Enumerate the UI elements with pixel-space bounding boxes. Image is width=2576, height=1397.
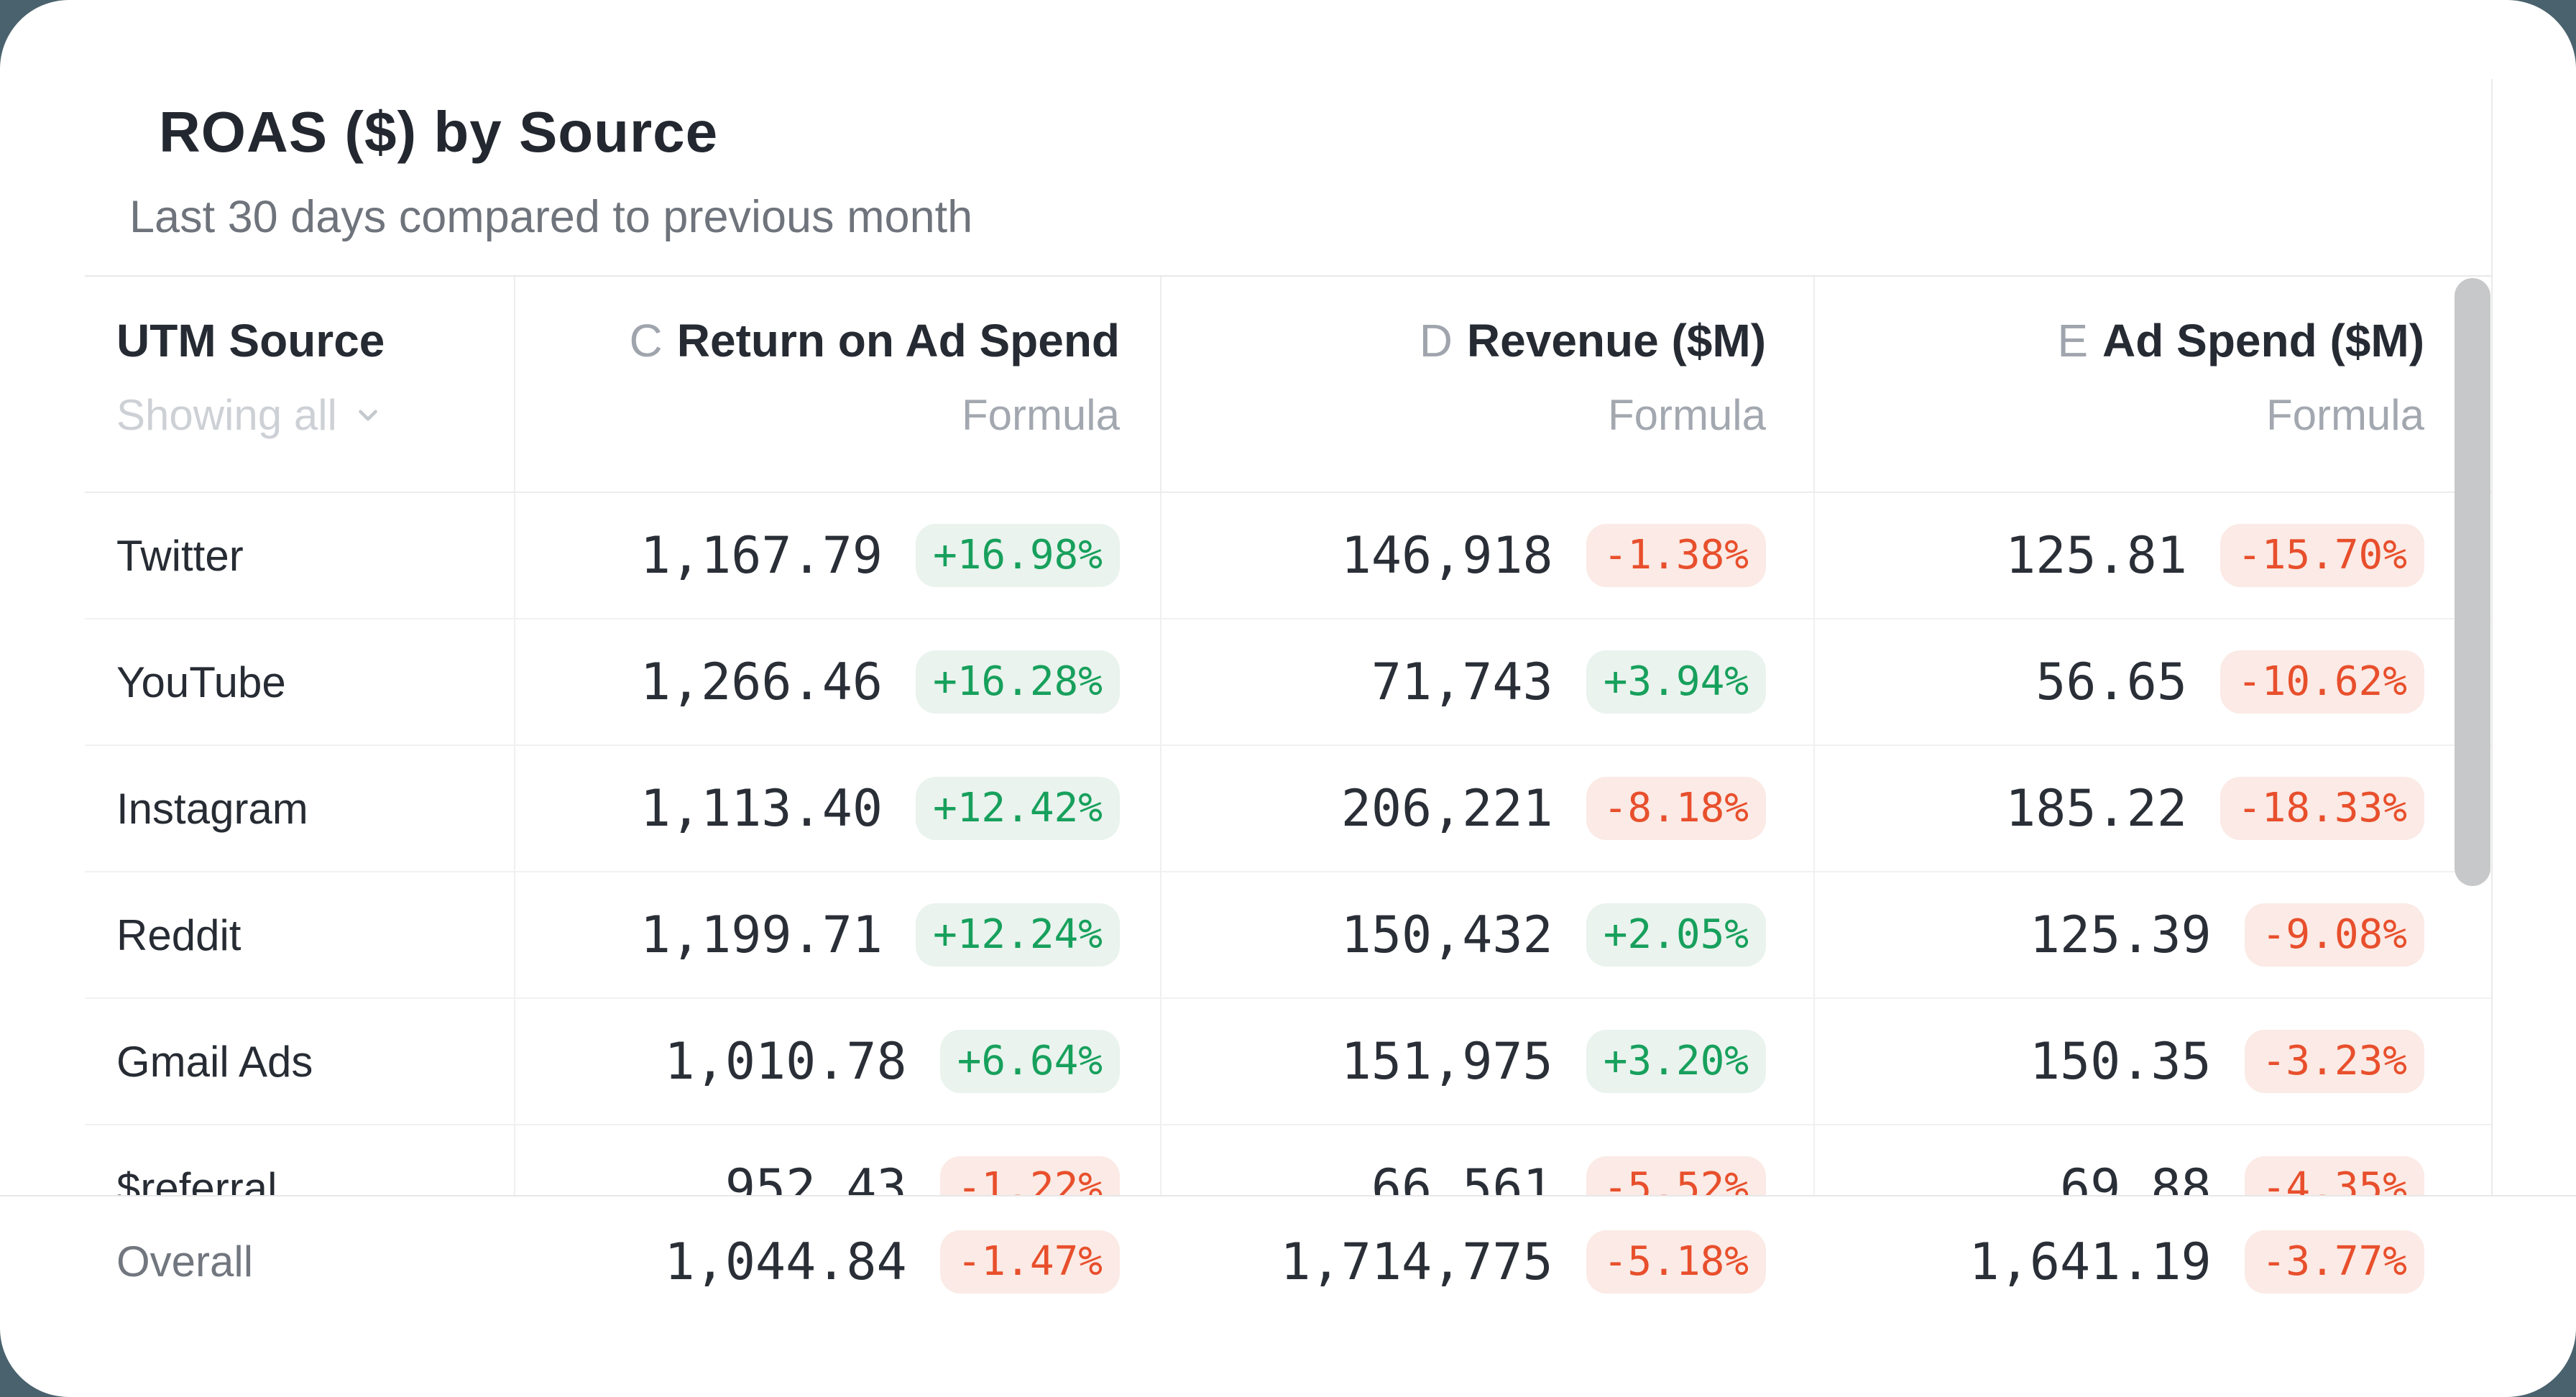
- revenue-value: 71,743: [1371, 653, 1553, 711]
- column-header-utm-source: UTM Source Showing all: [85, 277, 514, 492]
- table-row-youtube: YouTube 1,266.46 +16.28% 71,743 +3.94% 56.…: [85, 619, 2492, 746]
- revenue-value: 150,432: [1340, 905, 1553, 964]
- row-source-label: YouTube: [116, 658, 286, 706]
- revenue-header-label: Revenue ($M): [1466, 315, 1766, 366]
- roas-change-badge: +16.98%: [915, 524, 1120, 587]
- revenue-change-badge: -1.38%: [1586, 524, 1766, 587]
- ad-spend-value: 125.39: [2029, 905, 2212, 964]
- table-scroll-area[interactable]: Twitter 1,167.79 +16.98% 146,918 -1.38% 12…: [85, 493, 2492, 1195]
- column-letter-e: E: [2057, 315, 2089, 366]
- roas-value: 1,199.71: [640, 905, 883, 964]
- revenue-change-badge: +2.05%: [1586, 903, 1766, 967]
- row-source-label: Gmail Ads: [116, 1037, 313, 1086]
- vertical-scrollbar-thumb[interactable]: [2455, 278, 2490, 886]
- table-row-instagram: Instagram 1,113.40 +12.42% 206,221 -8.18% …: [85, 746, 2492, 872]
- card-title: ROAS ($) by Source: [159, 100, 719, 164]
- table-header-row: UTM Source Showing all C Return on Ad Spe…: [85, 275, 2492, 493]
- revenue-value: 66,561: [1371, 1158, 1553, 1195]
- roas-header-label: Return on Ad Spend: [676, 315, 1120, 366]
- ad-spend-value: 150.35: [2029, 1032, 2212, 1091]
- roas-change-badge: +6.64%: [939, 1030, 1120, 1093]
- roas-change-badge: -1.22%: [939, 1156, 1120, 1195]
- table-row-reddit: Reddit 1,199.71 +12.24% 150,432 +2.05% 125…: [85, 872, 2492, 999]
- revenue-change-badge: -8.18%: [1586, 777, 1766, 840]
- overall-ad-spend-change-badge: -3.77%: [2244, 1230, 2424, 1294]
- roas-table: UTM Source Showing all C Return on Ad Spe…: [85, 275, 2492, 1195]
- roas-value: 1,113.40: [640, 779, 883, 838]
- filter-label: Showing all: [116, 391, 337, 440]
- utm-source-header-label: UTM Source: [116, 315, 385, 366]
- ad-spend-change-badge: -15.70%: [2220, 524, 2424, 587]
- utm-source-filter-dropdown[interactable]: Showing all: [116, 394, 514, 437]
- table-row-twitter: Twitter 1,167.79 +16.98% 146,918 -1.38% 12…: [85, 493, 2492, 619]
- roas-value: 1,010.78: [664, 1032, 907, 1091]
- overall-roas-change-badge: -1.47%: [939, 1230, 1120, 1294]
- roas-change-badge: +16.28%: [915, 650, 1120, 714]
- roas-value: 1,266.46: [640, 653, 883, 711]
- revenue-value: 206,221: [1340, 779, 1553, 838]
- column-header-roas: C Return on Ad Spend Formula: [514, 277, 1160, 492]
- row-source-label: Reddit: [116, 910, 242, 959]
- roas-change-badge: +12.24%: [915, 903, 1120, 967]
- revenue-value: 151,975: [1340, 1032, 1553, 1091]
- column-letter-d: D: [1419, 315, 1453, 366]
- ad-spend-value: 125.81: [2005, 526, 2187, 585]
- revenue-formula-label: Formula: [1607, 391, 1766, 440]
- ad-spend-value: 185.22: [2005, 779, 2187, 838]
- ad-spend-formula-label: Formula: [2266, 391, 2424, 440]
- column-letter-c: C: [629, 315, 663, 366]
- ad-spend-change-badge: -10.62%: [2220, 650, 2424, 714]
- overall-label: Overall: [116, 1237, 254, 1286]
- roas-value: 952.43: [724, 1158, 907, 1195]
- ad-spend-change-badge: -3.23%: [2244, 1030, 2424, 1093]
- column-header-ad-spend: E Ad Spend ($M) Formula: [1813, 277, 2492, 492]
- revenue-change-badge: +3.20%: [1586, 1030, 1766, 1093]
- chevron-down-icon: [359, 410, 377, 421]
- revenue-change-badge: -5.52%: [1586, 1156, 1766, 1195]
- card-subtitle: Last 30 days compared to previous month: [129, 192, 973, 242]
- revenue-value: 146,918: [1340, 526, 1553, 585]
- ad-spend-value: 56.65: [2036, 653, 2187, 711]
- ad-spend-change-badge: -18.33%: [2220, 777, 2424, 840]
- overall-ad-spend-value: 1,641.19: [1969, 1232, 2212, 1291]
- overall-revenue-value: 1,714,775: [1280, 1232, 1553, 1291]
- overall-revenue-change-badge: -5.18%: [1586, 1230, 1766, 1294]
- table-row-referral: $referral 952.43 -1.22% 66,561 -5.52% 69.8…: [85, 1125, 2492, 1195]
- roas-change-badge: +12.42%: [915, 777, 1120, 840]
- overall-roas-value: 1,044.84: [664, 1232, 907, 1291]
- roas-value: 1,167.79: [640, 526, 883, 585]
- table-row-gmail-ads: Gmail Ads 1,010.78 +6.64% 151,975 +3.20% 1…: [85, 999, 2492, 1125]
- row-source-label: $referral: [116, 1163, 277, 1196]
- ad-spend-change-badge: -9.08%: [2244, 903, 2424, 967]
- table-footer-row: Overall 1,044.84 -1.47% 1,714,775 -5.18% 1…: [0, 1195, 2576, 1327]
- row-source-label: Twitter: [116, 531, 244, 580]
- roas-formula-label: Formula: [961, 391, 1120, 440]
- ad-spend-header-label: Ad Spend ($M): [2102, 315, 2424, 366]
- row-source-label: Instagram: [116, 784, 308, 833]
- table-right-border: [2491, 79, 2493, 1195]
- ad-spend-value: 69.88: [2059, 1158, 2212, 1195]
- column-header-revenue: D Revenue ($M) Formula: [1160, 277, 1813, 492]
- revenue-change-badge: +3.94%: [1586, 650, 1766, 714]
- ad-spend-change-badge: -4.35%: [2244, 1156, 2424, 1195]
